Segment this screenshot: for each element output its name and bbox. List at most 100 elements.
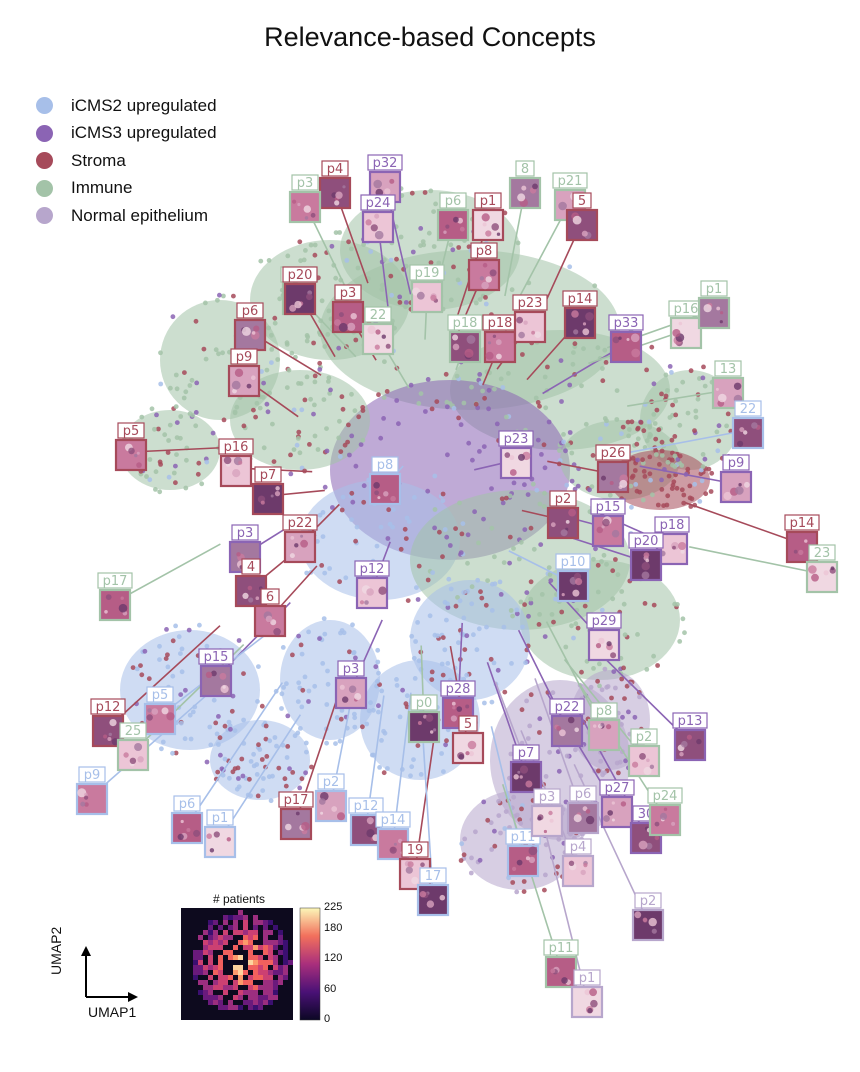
scatter-point — [416, 658, 422, 664]
tissue-texture — [585, 312, 594, 321]
scatter-point — [375, 647, 381, 653]
scatter-point — [558, 358, 564, 363]
scatter-point — [479, 595, 485, 601]
tissue-texture — [377, 496, 381, 500]
scatter-point — [229, 708, 235, 714]
scatter-point — [519, 806, 524, 812]
scatter-point — [415, 620, 420, 625]
concept-label: p29 — [592, 614, 617, 629]
heatmap-cell — [268, 995, 273, 1000]
scatter-point — [714, 429, 720, 435]
concept-label: p24 — [366, 196, 391, 211]
scatter-point — [284, 385, 290, 390]
heatmap-cell — [243, 945, 248, 950]
tissue-texture — [737, 440, 744, 447]
concept-label-box — [700, 280, 728, 297]
concept-label-box — [401, 841, 429, 858]
scatter-point — [457, 500, 462, 506]
scatter-point — [264, 401, 270, 407]
scatter-point — [669, 457, 675, 463]
heatmap-cell — [253, 915, 258, 920]
scatter-point — [507, 493, 513, 499]
scatter-point — [567, 430, 573, 435]
scatter-point — [601, 552, 607, 558]
scatter-point — [397, 714, 403, 720]
scatter-point — [458, 550, 464, 555]
scatter-point — [541, 442, 547, 448]
tissue-texture — [255, 596, 260, 600]
scatter-point — [455, 595, 460, 600]
scatter-point — [384, 389, 390, 394]
scatter-point — [688, 368, 694, 374]
scatter-point — [182, 736, 188, 742]
scatter-point — [240, 773, 246, 779]
scatter-point — [381, 728, 386, 734]
tissue-texture — [735, 486, 744, 495]
concept-label-box — [569, 785, 597, 802]
concept-label-box — [291, 174, 319, 191]
scatter-point — [492, 581, 498, 587]
scatter-point — [521, 879, 527, 884]
scatter-point — [361, 242, 366, 247]
scatter-point — [138, 663, 143, 668]
tissue-texture — [603, 815, 610, 822]
tissue-texture — [585, 815, 595, 825]
heatmap-cell — [248, 1000, 253, 1005]
scatter-point — [350, 622, 355, 628]
scatter-point — [416, 563, 422, 569]
scatter-point — [415, 743, 421, 748]
tissue-texture — [104, 610, 108, 614]
tissue-texture — [686, 734, 693, 740]
colorbar-tick-label: 60 — [324, 983, 337, 995]
concept-tile: p27 — [599, 779, 635, 829]
scatter-point — [312, 402, 317, 408]
heatmap-cell — [258, 920, 263, 925]
tissue-texture — [496, 353, 502, 360]
scatter-point — [518, 539, 524, 545]
heatmap-cell — [283, 965, 288, 970]
scatter-point — [514, 889, 520, 895]
heatmap-cell — [243, 920, 248, 925]
scatter-point — [674, 387, 679, 393]
scatter-point — [506, 371, 511, 376]
tissue-texture — [519, 775, 523, 779]
tissue-texture — [385, 343, 391, 349]
concept-tile: p15 — [590, 498, 626, 548]
tissue-texture — [602, 518, 610, 527]
concept-tile: p33 — [608, 314, 644, 364]
tissue-texture — [649, 764, 655, 769]
scatter-point — [616, 770, 621, 776]
heatmap-cell — [243, 970, 248, 975]
scatter-point — [440, 491, 446, 497]
heatmap-cell — [218, 1005, 223, 1010]
scatter-point — [551, 619, 556, 625]
heatmap-cell — [243, 935, 248, 940]
tissue-texture — [492, 334, 497, 338]
tissue-texture — [411, 876, 419, 885]
heatmap-cell — [208, 985, 213, 990]
heatmap-cell — [278, 980, 283, 985]
scatter-point — [602, 666, 608, 672]
concept-leader-line — [91, 687, 215, 797]
scatter-point — [179, 669, 185, 675]
tissue-texture — [481, 213, 490, 222]
tissue-texture — [517, 770, 521, 774]
heatmap-cell — [233, 980, 238, 985]
scatter-point — [492, 386, 497, 392]
tissue-texture — [630, 333, 640, 343]
heatmap-cell — [228, 1005, 233, 1010]
tissue-texture — [496, 232, 501, 236]
scatter-point — [269, 332, 274, 338]
concept-label-box — [439, 192, 467, 209]
concept-label: p18 — [488, 316, 513, 331]
scatter-point — [458, 422, 464, 428]
heatmap-cell — [268, 990, 273, 995]
tissue-texture — [374, 213, 380, 219]
tissue-texture — [513, 774, 519, 780]
tissue-texture — [607, 810, 613, 816]
scatter-point — [347, 649, 352, 655]
scatter-point — [429, 669, 435, 675]
scatter-point — [334, 715, 340, 720]
tissue-texture — [521, 185, 527, 191]
heatmap-cell — [233, 955, 238, 960]
